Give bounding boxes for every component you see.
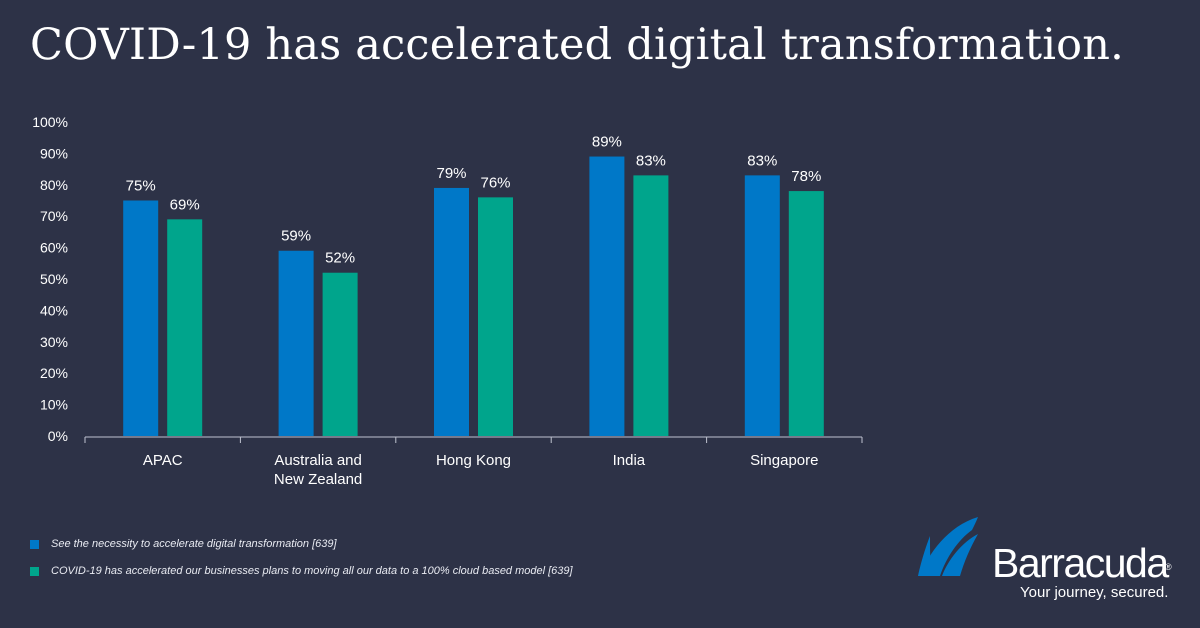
bar-series-1 — [434, 187, 469, 436]
legend-item-series-2: COVID-19 has accelerated our businesses … — [30, 565, 573, 577]
y-tick-label: 60% — [40, 240, 68, 256]
legend-label-series-1: See the necessity to accelerate digital … — [51, 538, 337, 550]
bar-series-2 — [322, 272, 358, 436]
bar-series-1 — [123, 200, 159, 436]
chart-title: COVID-19 has accelerated digital transfo… — [30, 20, 1125, 70]
data-label: 59% — [281, 228, 311, 245]
bar-series-2 — [633, 175, 669, 436]
category-label: APAC — [143, 452, 183, 469]
y-tick-label: 40% — [40, 302, 68, 318]
category-label: Singapore — [750, 452, 818, 469]
y-tick-label: 30% — [40, 334, 68, 350]
y-tick-label: 90% — [40, 145, 68, 161]
data-label: 52% — [325, 250, 355, 267]
y-tick-label: 0% — [48, 428, 68, 444]
legend-swatch-series-2 — [30, 566, 39, 576]
data-label: 79% — [436, 165, 466, 182]
bar-series-1 — [278, 250, 314, 436]
y-tick-label: 100% — [32, 114, 68, 130]
legend-swatch-series-1 — [30, 539, 39, 549]
category-label: New Zealand — [274, 471, 362, 488]
barracuda-fin-icon — [918, 517, 978, 576]
legend-item-series-1: See the necessity to accelerate digital … — [30, 538, 337, 550]
barracuda-logo: Barracuda ® Your journey, secured. — [918, 514, 1180, 614]
bar-series-1 — [744, 175, 780, 436]
y-tick-label: 80% — [40, 177, 68, 193]
legend-label-series-2: COVID-19 has accelerated our businesses … — [51, 565, 573, 577]
y-tick-label: 70% — [40, 208, 68, 224]
y-tick-label: 20% — [40, 365, 68, 381]
y-tick-label: 50% — [40, 271, 68, 287]
category-label: India — [613, 452, 646, 469]
data-label: 76% — [480, 174, 510, 191]
brand-registered-mark: ® — [1165, 562, 1172, 572]
bar-series-2 — [788, 191, 824, 436]
category-label: Australia and — [274, 452, 362, 469]
category-label: Hong Kong — [436, 452, 511, 469]
brand-tagline: Your journey, secured. — [1020, 584, 1169, 601]
bar-series-2 — [167, 219, 203, 436]
data-label: 69% — [170, 196, 200, 213]
data-label: 75% — [126, 178, 156, 195]
y-tick-label: 10% — [40, 397, 68, 413]
data-label: 83% — [636, 152, 666, 169]
bar-series-2 — [478, 197, 513, 436]
data-label: 89% — [592, 134, 622, 151]
bar-series-1 — [589, 156, 625, 437]
data-label: 78% — [791, 168, 821, 185]
brand-name: Barracuda — [992, 540, 1169, 586]
data-label: 83% — [747, 152, 777, 169]
